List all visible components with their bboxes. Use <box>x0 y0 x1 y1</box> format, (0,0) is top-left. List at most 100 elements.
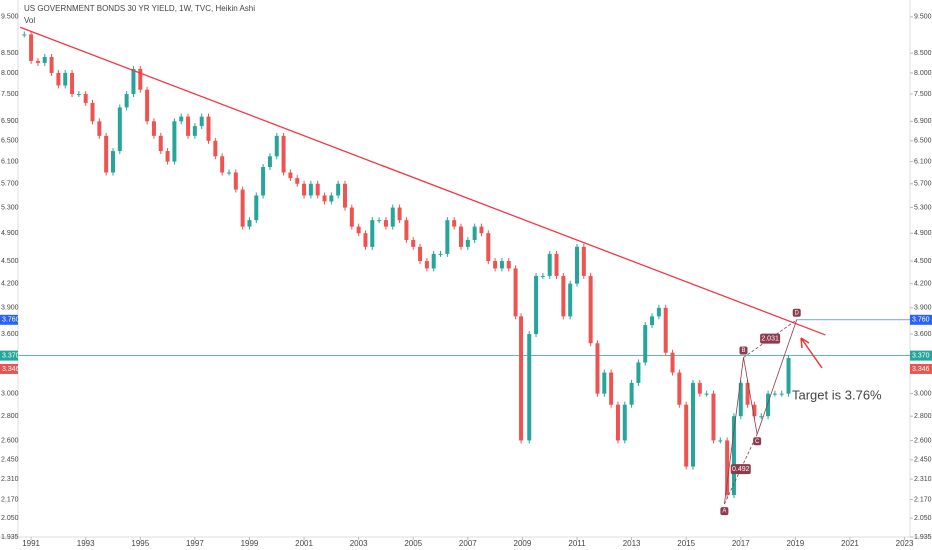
y-tick-label-right: 2.050 <box>914 515 932 522</box>
candle <box>151 121 156 136</box>
candle <box>629 382 634 405</box>
candle <box>418 246 423 262</box>
candle <box>295 178 300 184</box>
candle <box>704 393 709 395</box>
candle <box>370 220 375 247</box>
candle <box>534 275 539 335</box>
candle <box>561 275 566 317</box>
y-tick-label-left: 5.700 <box>1 181 19 188</box>
pattern-line <box>756 319 798 435</box>
candle <box>83 94 88 103</box>
x-tick-label: 1999 <box>241 539 259 548</box>
candle <box>35 60 40 63</box>
x-tick-label: 2015 <box>677 539 695 548</box>
y-tick-label-left: 9.500 <box>1 14 19 21</box>
y-tick-label-left: 2.170 <box>1 496 19 503</box>
point-label: B <box>741 348 745 354</box>
y-tick-label-right: 8.500 <box>914 50 932 57</box>
candle <box>452 220 457 227</box>
y-tick-label-left: 7.500 <box>1 91 19 98</box>
y-tick-label-left: 6.100 <box>1 158 19 165</box>
candle <box>165 151 170 162</box>
y-tick-label-right: 5.700 <box>914 181 932 188</box>
price-label: 3.370 <box>2 352 20 359</box>
x-tick-label: 2017 <box>732 539 750 548</box>
candle <box>117 107 122 152</box>
candle <box>472 226 477 240</box>
candle <box>643 325 648 363</box>
y-tick-label-right: 4.500 <box>914 258 932 265</box>
candle <box>192 126 197 136</box>
candle <box>725 440 730 496</box>
candle <box>186 116 191 136</box>
y-tick-label-right: 1.935 <box>914 534 932 541</box>
candle <box>431 253 436 269</box>
y-tick-label-left: 6.500 <box>1 138 19 145</box>
annotation: Target is 3.76% <box>792 387 882 402</box>
candle <box>486 233 491 262</box>
price-label: 3.370 <box>912 352 930 359</box>
candle <box>479 226 484 234</box>
price-label: 3.346 <box>912 366 930 373</box>
x-tick-label: 2013 <box>623 539 641 548</box>
y-tick-label-left: 4.500 <box>1 258 19 265</box>
candle <box>49 57 54 73</box>
candle <box>745 382 750 405</box>
y-tick-label-left: 8.500 <box>1 50 19 57</box>
pattern-line <box>723 357 744 505</box>
candle <box>424 261 429 269</box>
candle <box>179 116 184 122</box>
candle <box>213 140 218 157</box>
point-label: C <box>755 439 760 445</box>
chart-title: US GOVERNMENT BONDS 30 YR YIELD, 1W, TVC… <box>24 4 255 13</box>
candle <box>752 404 757 417</box>
candle <box>540 275 545 277</box>
candle <box>766 393 771 417</box>
candle <box>493 261 498 269</box>
x-tick-label: 2021 <box>841 539 859 548</box>
y-tick-label-right: 2.170 <box>914 496 932 503</box>
candle <box>711 393 716 441</box>
candle <box>568 283 573 317</box>
x-tick-label: 1995 <box>131 539 149 548</box>
candle <box>547 253 552 276</box>
candle <box>240 189 245 227</box>
candle <box>615 404 620 441</box>
candle <box>397 207 402 221</box>
candle <box>663 307 668 353</box>
x-tick-label: 2009 <box>514 539 532 548</box>
y-tick-label-right: 2.800 <box>914 413 932 420</box>
candle <box>322 195 327 202</box>
price-label-box <box>0 363 18 374</box>
x-tick-label: 2001 <box>295 539 313 548</box>
candle <box>22 34 27 36</box>
y-tick-label-left: 6.900 <box>1 118 19 125</box>
candle <box>363 233 368 247</box>
candle <box>56 72 61 86</box>
candle <box>76 94 81 96</box>
y-tick-label-right: 3.000 <box>914 390 932 397</box>
candle <box>145 89 150 122</box>
candle <box>499 261 504 269</box>
candle <box>731 416 736 496</box>
y-tick-label-right: 8.000 <box>914 70 932 77</box>
price-label: 3.760 <box>2 317 20 324</box>
point-label: D <box>795 310 800 316</box>
candle <box>199 116 204 127</box>
candle <box>759 416 764 418</box>
candle <box>670 352 675 373</box>
price-label-box <box>0 314 18 325</box>
candle <box>772 393 777 395</box>
candle <box>575 246 580 284</box>
candle <box>172 121 177 162</box>
y-tick-label-left: 2.050 <box>1 515 19 522</box>
y-tick-label-left: 2.310 <box>1 476 19 483</box>
candle <box>308 183 313 196</box>
candle <box>226 172 231 174</box>
candle <box>691 382 696 467</box>
candle <box>650 316 655 326</box>
y-tick-label-left: 5.300 <box>1 204 19 211</box>
candle <box>97 121 102 136</box>
candle <box>656 307 661 317</box>
